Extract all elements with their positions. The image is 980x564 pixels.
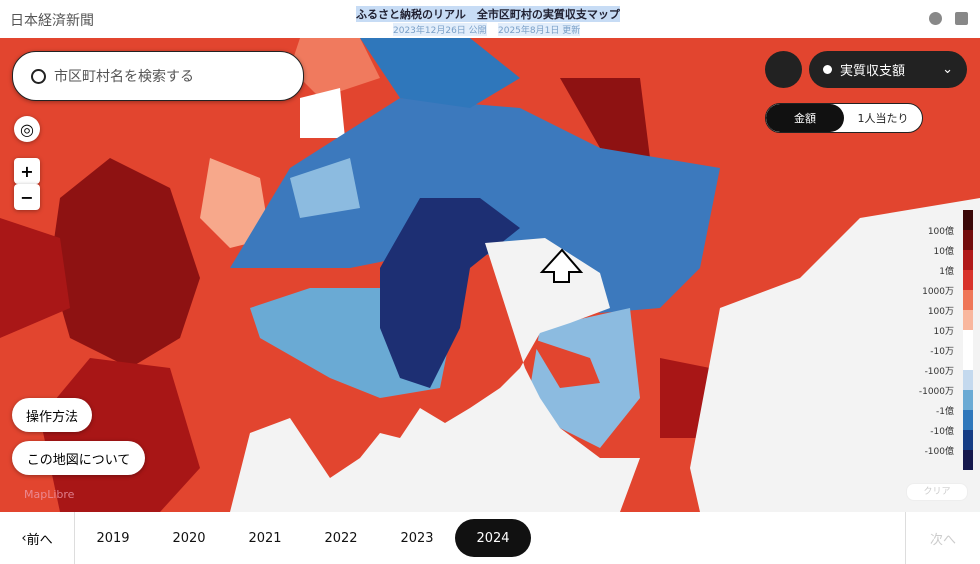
next-button[interactable]: 次へ [905, 512, 980, 564]
legend-swatch [963, 390, 973, 410]
legend-label: -10万 [930, 347, 954, 357]
legend-label: -1000万 [918, 387, 954, 397]
sea [230, 238, 640, 512]
year-button[interactable]: 2022 [324, 530, 358, 546]
legend-swatch [963, 410, 973, 430]
about-button[interactable]: この地図について [12, 441, 145, 475]
header: 日本経済新聞 ふるさと納税のリアル 全市区町村の実質収支マップ 2023年12月… [0, 0, 980, 38]
legend-swatch [963, 310, 973, 330]
region [560, 78, 650, 158]
region [290, 158, 360, 218]
locate-button[interactable]: ◎ [14, 116, 40, 142]
legend-label: -100万 [924, 367, 954, 377]
x-icon[interactable] [955, 12, 968, 25]
toggle-option[interactable]: 金額 [766, 104, 844, 132]
legend-swatch [963, 290, 973, 310]
year-button[interactable]: 2020 [172, 530, 206, 546]
legend-swatch [963, 450, 973, 470]
legend-label: 100億 [927, 227, 954, 237]
region [660, 358, 710, 438]
legend-label: 10万 [933, 327, 954, 337]
legend-label: -1億 [936, 407, 954, 417]
legend-swatch [963, 270, 973, 290]
search-icon [31, 68, 46, 84]
legend-label: 1億 [939, 267, 954, 277]
region [360, 38, 520, 108]
arrow-marker [539, 248, 584, 283]
metric-label: 実質収支額 [840, 64, 906, 79]
legend-swatch [963, 250, 973, 270]
region [530, 338, 600, 388]
legend-swatch [963, 230, 973, 250]
legend-label: 10億 [933, 247, 954, 257]
legend-swatch [963, 430, 973, 450]
clear-button[interactable]: クリア [906, 483, 968, 501]
chart-button[interactable] [765, 51, 802, 88]
attribution: MapLibre [24, 488, 75, 501]
chevron: ⌄ [942, 62, 953, 77]
zoom-out[interactable]: − [14, 184, 40, 210]
title: ふるさと納税のリアル 全市区町村の実質収支マップ [356, 6, 620, 22]
search-box[interactable]: 市区町村名を検索する [12, 51, 304, 101]
help-button[interactable]: 操作方法 [12, 398, 92, 432]
toggle-option[interactable]: 1人当たり [857, 112, 909, 125]
facebook-icon[interactable] [929, 12, 942, 25]
published: 2023年12月26日 公開 [393, 23, 487, 36]
legend-swatch [963, 370, 973, 390]
metric-dropdown[interactable]: 実質収支額 ⌄ [809, 51, 967, 88]
prev-label: 前へ [26, 532, 53, 548]
region [0, 218, 70, 338]
region [50, 158, 200, 368]
unit-toggle: 金額 1人当たり [765, 103, 923, 133]
legend-swatch [963, 330, 973, 350]
year-button[interactable]: 2021 [248, 530, 282, 546]
logo[interactable]: 日本経済新聞 [10, 13, 94, 29]
region [380, 198, 520, 388]
sea [690, 198, 980, 512]
region [290, 38, 380, 98]
updated: 2025年8月1日 更新 [498, 23, 581, 36]
region [200, 158, 270, 248]
year-button[interactable]: 2023 [400, 530, 434, 546]
region [300, 88, 345, 138]
zoom-in[interactable]: + [14, 158, 40, 184]
year-button[interactable]: 2019 [96, 530, 130, 546]
metric-dot [823, 65, 832, 74]
legend-swatch [963, 350, 973, 370]
legend: 100億 10億 1億 1000万 100万 10万 -10万 -100万 -1000万 -1億 -… [905, 210, 980, 470]
prev-button[interactable]: ‹ 前へ [0, 512, 75, 564]
legend-label: -10億 [930, 427, 954, 437]
legend-label: 100万 [927, 307, 954, 317]
legend-swatch [963, 210, 973, 230]
legend-label: -100億 [924, 447, 954, 457]
year-button[interactable]: 2024 [455, 519, 531, 557]
timeline: ‹ 前へ 2019 2020 2021 2022 2023 2024 次へ [0, 512, 980, 564]
legend-label: 1000万 [922, 287, 954, 297]
search-placeholder: 市区町村名を検索する [54, 69, 194, 85]
